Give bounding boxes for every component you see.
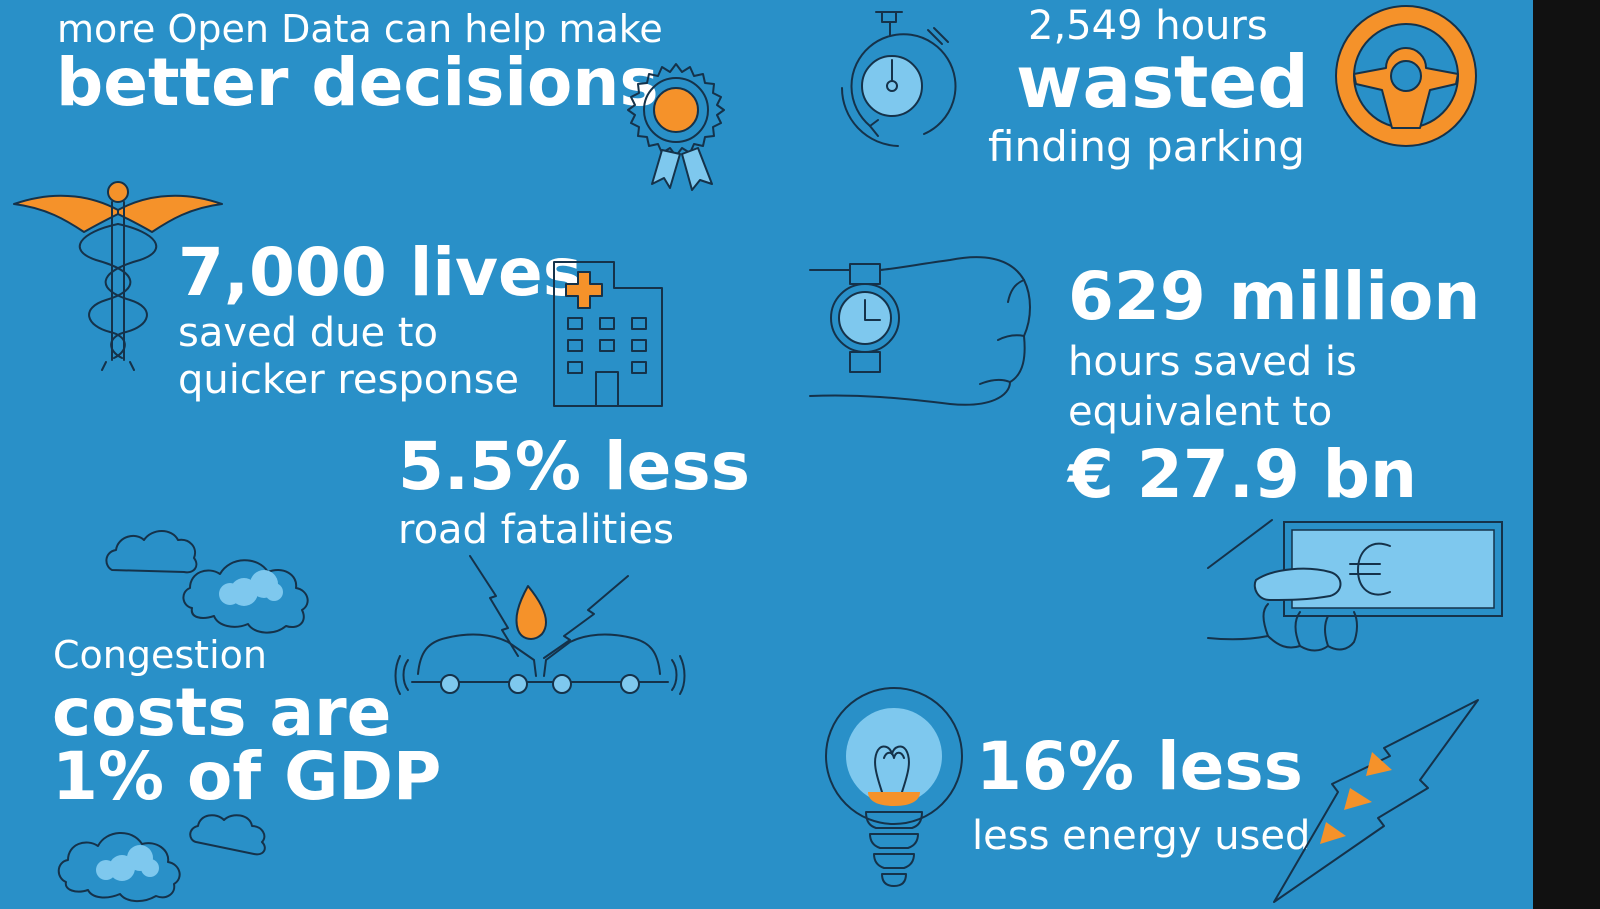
fatalities-value: 5.5% less (398, 428, 750, 505)
lightning-bolt-icon (1273, 699, 1479, 903)
lives-line2: quicker response (178, 357, 520, 403)
headline-intro: more Open Data can help make (57, 7, 663, 51)
parking-emphasis: wasted (1016, 40, 1309, 124)
lives-value: 7,000 lives (178, 234, 583, 311)
cloud-icon (57, 814, 266, 902)
stopwatch-icon (841, 11, 957, 147)
energy-value: 16% less (976, 728, 1303, 805)
lives-line1: saved due to (178, 310, 438, 356)
steering-wheel-icon (1335, 5, 1477, 147)
fatalities-caption: road fatalities (398, 507, 674, 553)
cloud-icon (105, 530, 309, 634)
congestion-intro: Congestion (53, 633, 267, 677)
car-crash-icon (394, 555, 686, 695)
light-bulb-icon (825, 687, 963, 887)
cash-hand-icon (1207, 519, 1503, 652)
hours-value: 629 million (1068, 258, 1481, 335)
infographic-canvas: more Open Data can help make better deci… (0, 0, 1533, 909)
energy-caption: less energy used (972, 813, 1311, 859)
parking-value: 2,549 hours (1028, 3, 1268, 49)
congestion-line2: 1% of GDP (52, 738, 442, 815)
right-edge-bar (1533, 0, 1600, 909)
wristwatch-icon (809, 256, 1031, 406)
hospital-icon (553, 261, 663, 407)
hours-line1: hours saved is (1068, 339, 1357, 385)
congestion-line1: costs are (52, 674, 392, 751)
caduceus-icon (13, 181, 223, 371)
hours-line2: equivalent to (1068, 389, 1333, 435)
parking-caption: finding parking (988, 122, 1305, 171)
hours-money: € 27.9 bn (1068, 436, 1417, 513)
headline-main: better decisions (56, 44, 659, 121)
award-ribbon-icon (627, 63, 725, 191)
